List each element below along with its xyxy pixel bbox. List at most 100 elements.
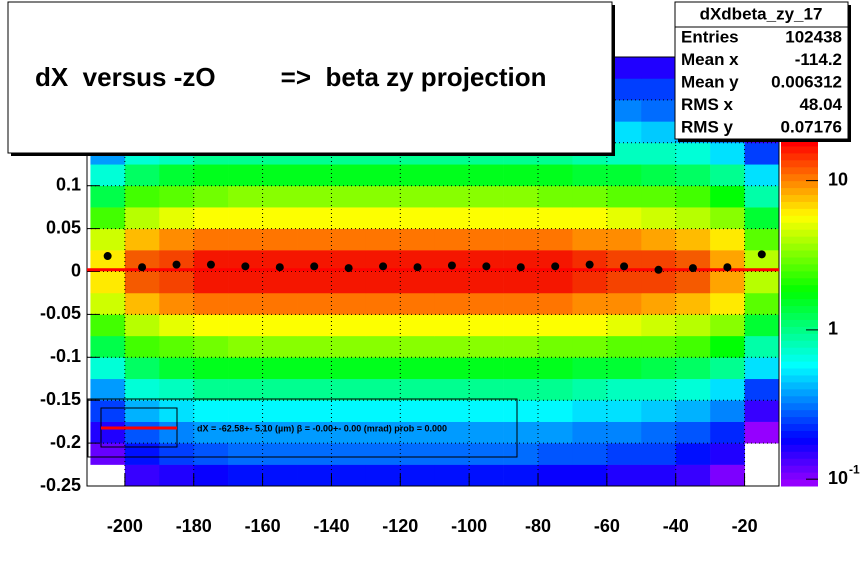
heatmap-cell (710, 271, 745, 294)
heatmap-cell (331, 271, 367, 294)
heatmap-cell (572, 207, 608, 229)
heatmap-cell (469, 250, 504, 272)
heatmap-cell (90, 292, 126, 315)
heatmap-cell (434, 335, 470, 358)
heatmap-cell (365, 335, 401, 358)
y-tick-label: -0.1 (50, 346, 81, 366)
heatmap-cell (434, 378, 470, 401)
heatmap-cell (400, 357, 436, 380)
profile-point (482, 262, 491, 271)
heatmap-cell (228, 185, 263, 208)
palette-cell (781, 451, 818, 459)
heatmap-cell (641, 357, 677, 380)
heatmap-cell (331, 292, 367, 315)
heatmap-cell (641, 228, 677, 251)
palette-cell (781, 250, 818, 258)
stats-label: RMS x (681, 95, 734, 114)
palette-cell (781, 222, 818, 230)
heatmap-cell (297, 228, 332, 251)
palette-cell (781, 159, 818, 168)
heatmap-cell (400, 335, 436, 358)
heatmap-cell (400, 185, 436, 208)
heatmap-cell (124, 164, 160, 186)
palette-cell (781, 298, 818, 307)
heatmap-cell (538, 185, 573, 208)
heatmap-cell (641, 185, 677, 208)
heatmap-cell (159, 335, 195, 358)
palette-cell (781, 277, 818, 286)
heatmap-cell (331, 207, 367, 229)
palette-cell (781, 381, 818, 390)
heatmap-cell (710, 464, 745, 487)
heatmap-cell (297, 378, 332, 401)
stats-box (674, 1, 849, 140)
heatmap-cell (641, 250, 677, 272)
palette-cell (781, 305, 818, 313)
heatmap-cell (503, 185, 539, 208)
profile-point (310, 262, 319, 271)
heatmap-cell (124, 228, 160, 251)
heatmap-cell (503, 443, 539, 465)
heatmap-cell (193, 271, 229, 294)
heatmap-cell (90, 335, 126, 358)
heatmap-cell (365, 314, 401, 337)
title-box (7, 1, 613, 154)
heatmap-cell (400, 271, 436, 294)
profile-point (654, 265, 663, 274)
heatmap-cell (159, 207, 195, 229)
heatmap-cell (503, 292, 539, 315)
heatmap-cell (606, 400, 642, 422)
heatmap-cell (710, 185, 745, 208)
heatmap-cell (434, 207, 470, 229)
palette-cell (781, 291, 818, 300)
heatmap-cell (159, 314, 195, 337)
heatmap-cell (469, 185, 504, 208)
heatmap-cell (606, 464, 642, 487)
heatmap-cell (297, 271, 332, 294)
heatmap-cell (641, 57, 677, 79)
heatmap-cell (469, 228, 504, 251)
heatmap-cell (159, 271, 195, 294)
heatmap-cell (503, 250, 539, 272)
heatmap-cell (538, 314, 573, 337)
palette-cell (781, 416, 818, 425)
profile-point (275, 263, 284, 272)
heatmap-cell (228, 314, 263, 337)
heatmap-cell (434, 185, 470, 208)
heatmap-cell (606, 228, 642, 251)
heatmap-cell (434, 250, 470, 272)
heatmap-cell (228, 250, 263, 272)
heatmap-cell (193, 464, 229, 487)
palette-cell (781, 326, 818, 334)
heatmap-cell (297, 185, 332, 208)
stats-value: 0.006312 (771, 72, 842, 91)
heatmap-cell (124, 421, 160, 444)
heatmap-cell (641, 464, 677, 487)
heatmap-cell (572, 228, 608, 251)
stats-label: Mean x (681, 50, 739, 69)
heatmap-cell (641, 99, 677, 122)
heatmap-cell (193, 357, 229, 380)
heatmap-cell (365, 271, 401, 294)
palette-cell (781, 187, 818, 196)
heatmap-cell (159, 292, 195, 315)
palette-cell (781, 361, 818, 369)
heatmap-cell (262, 400, 298, 422)
heatmap-cell (572, 421, 608, 444)
heatmap-cell (469, 335, 504, 358)
profile-point (723, 263, 732, 272)
x-tick-label: -20 (732, 516, 758, 536)
heatmap-cell (124, 464, 160, 487)
heatmap-cell (606, 99, 642, 122)
heatmap-cell (365, 357, 401, 380)
heatmap-cell (193, 228, 229, 251)
heatmap-cell (641, 78, 677, 101)
heatmap-cell (159, 185, 195, 208)
heatmap-cell (228, 207, 263, 229)
heatmap-cell (538, 292, 573, 315)
heatmap-cell (710, 400, 745, 422)
stats-value: 48.04 (799, 95, 842, 114)
stats-value: 102438 (785, 27, 842, 46)
x-tick-label: -40 (663, 516, 689, 536)
